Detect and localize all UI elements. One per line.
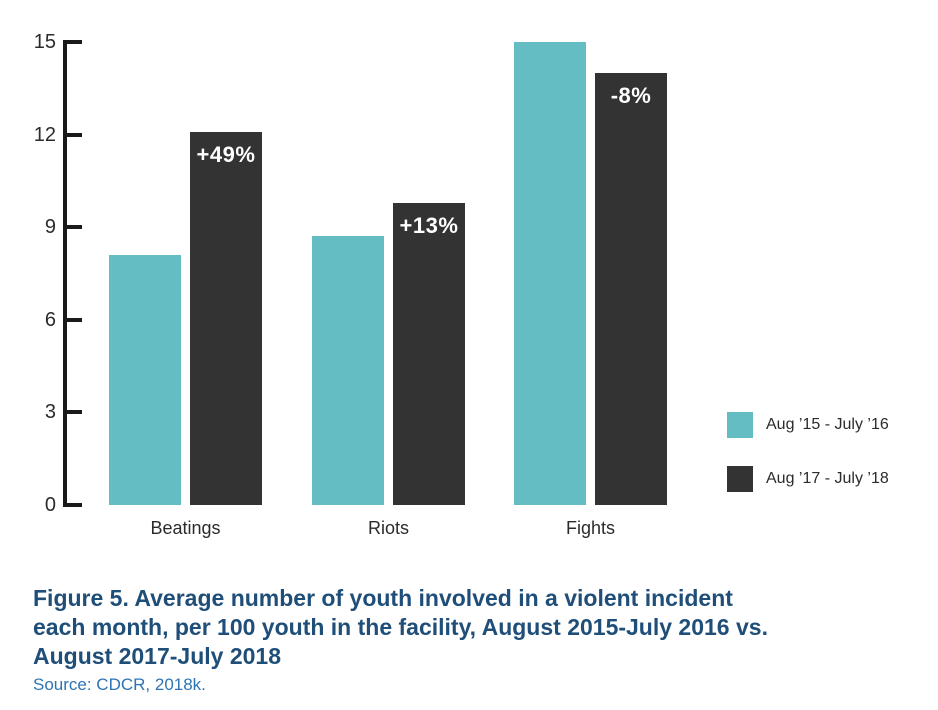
bar-change-label-riots: +13% [399, 213, 459, 238]
x-category-label-fights: Fights [565, 518, 616, 538]
y-tick-mark-0 [63, 503, 82, 507]
legend-swatch-dark [727, 466, 753, 492]
figure-caption: Figure 5. Average number of youth involv… [33, 584, 923, 695]
bar-change-label-fights: -8% [610, 83, 652, 108]
y-tick-mark-15 [63, 40, 82, 44]
caption-line-1: Figure 5. Average number of youth involv… [33, 585, 733, 611]
x-category-label-riots: Riots [367, 518, 409, 538]
y-tick-mark-3 [63, 410, 82, 415]
y-tick-label-9: 9 [44, 216, 56, 239]
legend-label-series1: Aug ’15 - July ’16 [766, 416, 889, 433]
y-tick-label-3: 3 [44, 401, 56, 424]
bar-beatings-series1 [109, 255, 181, 505]
bar-beatings-series2: +49% [190, 132, 262, 505]
y-tick-label-6: 6 [44, 308, 56, 331]
y-axis-line [63, 40, 67, 507]
y-tick-label-0: 0 [44, 494, 56, 516]
caption-line-3: August 2017-July 2018 [33, 643, 282, 669]
bar-change-label-beatings: +49% [196, 142, 256, 167]
y-tick-mark-6 [63, 317, 82, 322]
legend-swatch-teal [727, 412, 753, 438]
chart-legend: Aug ’15 - July ’16 Aug ’17 - July ’18 [727, 412, 889, 520]
bar-riots-series1 [312, 236, 384, 505]
bar-riots-series2: +13% [393, 203, 465, 505]
caption-source: Source: CDCR, 2018k. [33, 675, 206, 694]
legend-item-series2: Aug ’17 - July ’18 [727, 466, 889, 492]
y-tick-label-15: 15 [33, 31, 56, 53]
y-tick-mark-9 [63, 225, 82, 230]
bar-fights-series1 [514, 42, 586, 505]
legend-item-series1: Aug ’15 - July ’16 [727, 412, 889, 438]
legend-label-series2: Aug ’17 - July ’18 [766, 470, 889, 487]
y-tick-label-12: 12 [33, 123, 56, 146]
y-tick-mark-12 [63, 132, 82, 137]
caption-line-2: each month, per 100 youth in the facilit… [33, 614, 768, 640]
bar-fights-series2: -8% [595, 73, 667, 505]
x-category-label-beatings: Beatings [150, 518, 221, 538]
